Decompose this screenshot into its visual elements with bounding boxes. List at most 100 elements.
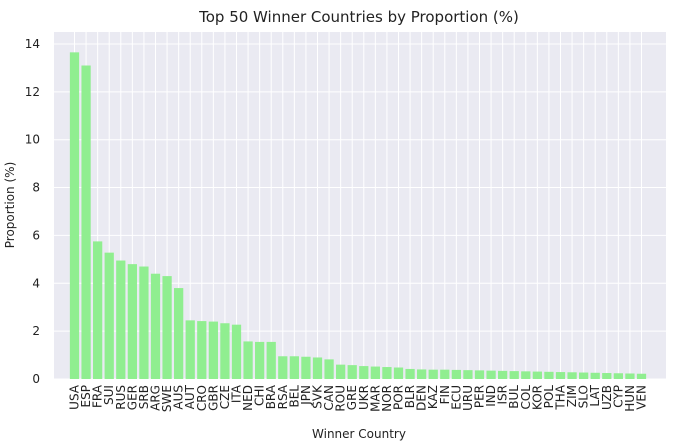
y-tick-label: 8 (32, 181, 40, 195)
x-tick-label: GER (125, 385, 139, 410)
x-tick-labels: USAESPFRASUIRUSGERSRBARGSWEAUSAUTCROGBRC… (68, 384, 649, 412)
bar-kor (532, 371, 542, 379)
bar-rus (116, 260, 126, 379)
x-tick-label: ISR (496, 385, 510, 405)
bar-fin (440, 369, 450, 379)
bar-swe (162, 276, 172, 379)
x-tick-label: VEN (635, 385, 649, 410)
x-tick-label: SRB (137, 385, 151, 409)
bar-uru (463, 370, 473, 379)
x-tick-label: AUS (172, 385, 186, 410)
x-tick-label: GRE (345, 385, 359, 410)
bar-bel (289, 356, 299, 379)
bar-kaz (428, 369, 438, 379)
bar-chi (255, 341, 265, 379)
x-tick-label: BLR (403, 385, 417, 408)
x-tick-label: CZE (218, 385, 232, 409)
x-tick-label: FIN (438, 385, 452, 404)
bar-isr (498, 370, 508, 379)
x-tick-label: ARG (149, 385, 163, 411)
bar-cro (197, 321, 207, 379)
x-tick-label: COL (519, 385, 533, 410)
x-tick-label: SWE (160, 385, 174, 412)
bar-ven (636, 373, 647, 379)
x-tick-label: AUT (183, 384, 197, 409)
x-tick-label: RUS (114, 385, 128, 410)
x-tick-label: BUL (507, 385, 521, 409)
x-tick-label: BEL (287, 385, 301, 408)
x-tick-label: BRA (264, 384, 278, 409)
bar-blr (405, 368, 415, 379)
bar-srb (139, 266, 149, 379)
y-axis-label: Proportion (%) (3, 162, 17, 249)
chart-title: Top 50 Winner Countries by Proportion (%… (198, 8, 519, 26)
bars (69, 52, 647, 380)
x-tick-label: CRO (195, 385, 209, 411)
x-tick-label: SUI (102, 385, 116, 405)
y-tick-label: 10 (25, 133, 40, 147)
bar-ita (231, 324, 242, 379)
x-tick-label: SLO (577, 385, 591, 408)
bar-nor (382, 367, 392, 379)
y-tick-labels: 0 2 4 6 8 10 12 14 (25, 37, 40, 386)
bar-arg (150, 273, 161, 379)
x-tick-label: UKR (357, 385, 371, 410)
x-tick-label: NED (241, 385, 255, 411)
x-tick-label: CHI (253, 385, 267, 406)
bar-jpn (301, 356, 311, 379)
x-tick-label: MAR (368, 385, 382, 412)
bar-den (417, 369, 427, 379)
bar-usa (69, 52, 80, 380)
bar-bra (266, 341, 276, 379)
x-tick-label: NOR (380, 385, 394, 412)
x-tick-label: FRA (91, 384, 105, 408)
x-tick-label: ECU (449, 385, 463, 410)
x-tick-label: URU (461, 385, 475, 411)
bar-por (393, 367, 404, 379)
bar-ger (127, 264, 137, 379)
bar-fra (93, 241, 103, 379)
x-tick-label: PER (473, 385, 487, 408)
bar-aus (174, 288, 184, 379)
bar-tha (555, 372, 566, 379)
x-tick-label: SVK (311, 384, 325, 409)
bar-bul (509, 371, 519, 379)
x-axis-label: Winner Country (312, 427, 406, 441)
x-tick-label: ZIM (565, 385, 579, 407)
bar-cze (220, 323, 230, 379)
bar-rsa (278, 356, 288, 379)
bar-mar (370, 366, 380, 379)
x-tick-label: POL (542, 385, 556, 409)
x-tick-label: LAT (588, 384, 602, 406)
x-tick-label: IND (484, 385, 498, 407)
bar-per (474, 370, 485, 379)
x-tick-label: POR (392, 385, 406, 410)
y-tick-label: 0 (32, 372, 40, 386)
bar-pol (544, 371, 554, 379)
x-tick-label: CAN (322, 385, 336, 411)
bar-hun (625, 373, 635, 379)
bar-aut (185, 320, 195, 379)
bar-rou (336, 364, 346, 379)
x-tick-label: USA (68, 384, 82, 410)
y-tick-label: 6 (32, 228, 40, 242)
bar-ukr (359, 366, 369, 379)
bar-zim (567, 372, 577, 379)
bar-slo (579, 372, 589, 379)
bar-gre (347, 365, 357, 379)
x-tick-label: KAZ (426, 385, 440, 409)
bar-uzb (602, 373, 612, 379)
x-tick-label: CYP (611, 385, 625, 408)
bar-svk (312, 357, 323, 379)
x-tick-label: ESP (79, 385, 93, 407)
x-tick-label: DEN (415, 385, 429, 411)
y-tick-label: 14 (25, 37, 40, 51)
bar-gbr (208, 321, 218, 379)
bar-can (324, 359, 334, 379)
y-tick-label: 4 (32, 276, 40, 290)
bar-ned (243, 341, 253, 379)
x-tick-label: ITA (230, 384, 244, 403)
x-tick-label: ROU (334, 385, 348, 412)
bar-ecu (451, 369, 461, 379)
